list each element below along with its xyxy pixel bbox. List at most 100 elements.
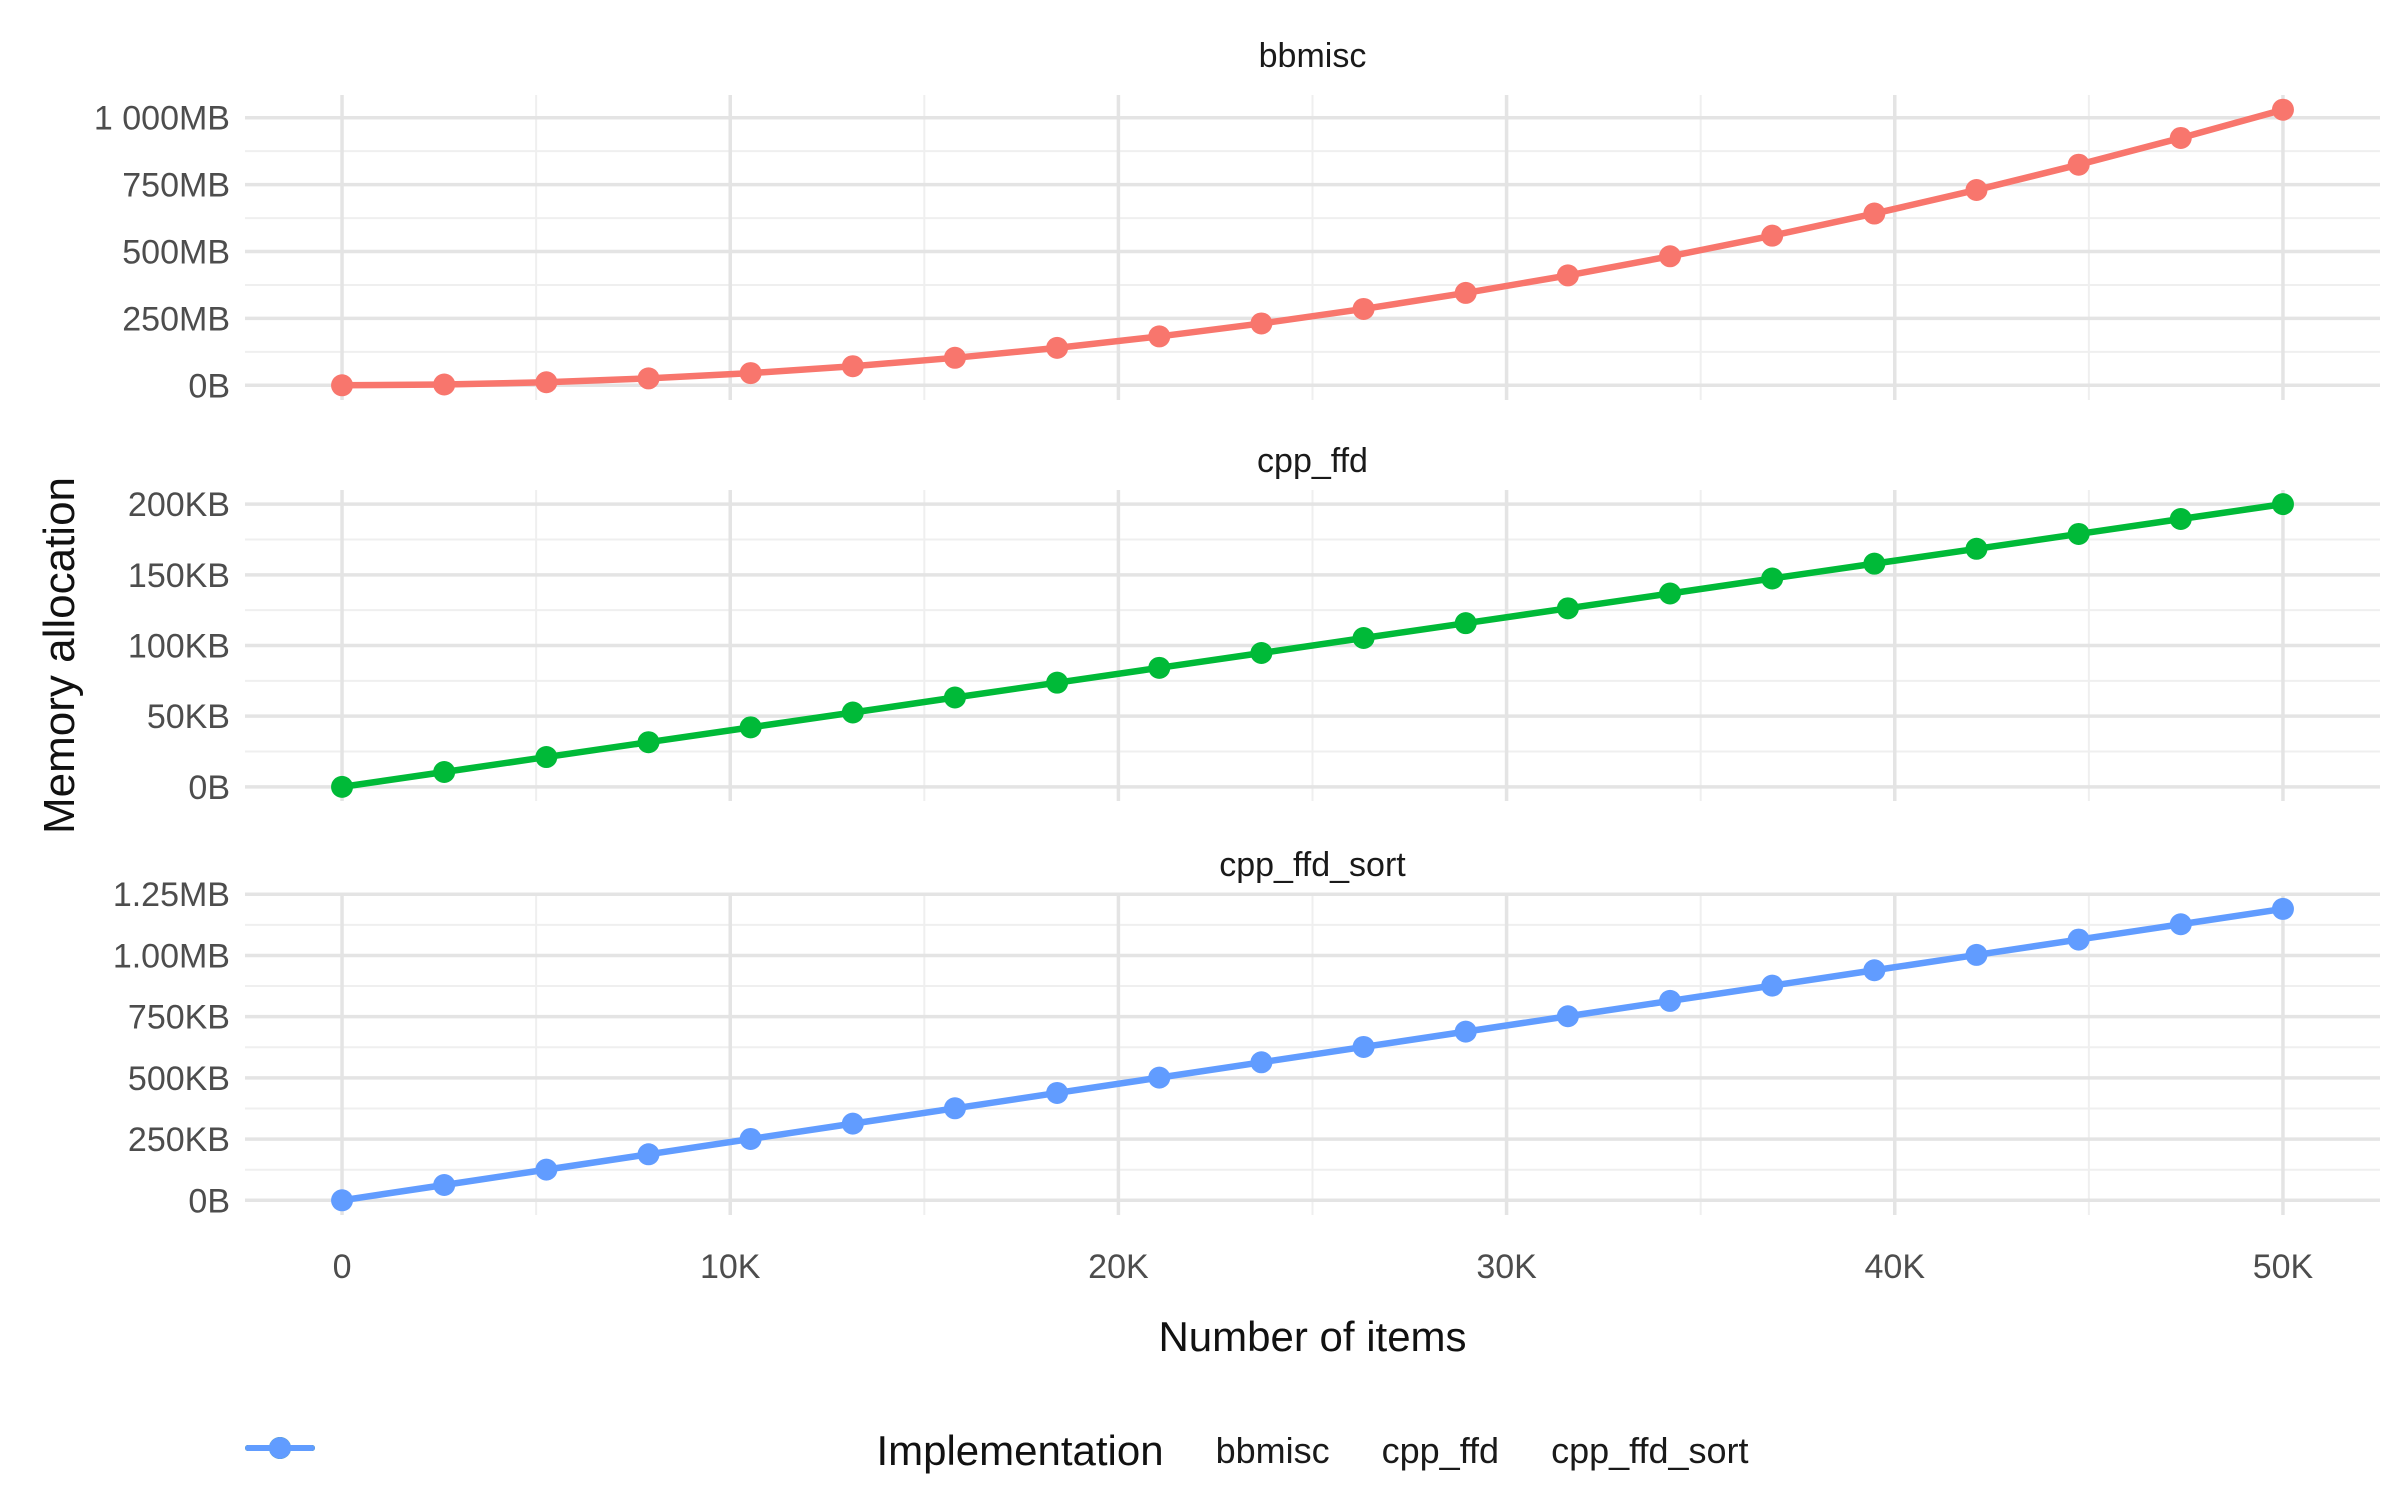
data-point-cpp_ffd bbox=[739, 716, 762, 739]
series-line-cpp_ffd_sort bbox=[338, 905, 2287, 1204]
x-axis-title: Number of items bbox=[1158, 1313, 1467, 1360]
legend-item-cpp_ffd: cpp_ffd bbox=[245, 1430, 1500, 1471]
legend-item-label: cpp_ffd bbox=[1381, 1430, 1500, 1471]
data-point-bbmisc bbox=[841, 355, 864, 378]
data-point-bbmisc bbox=[1659, 245, 1682, 268]
x-tick-label: 40K bbox=[1865, 1248, 1926, 1286]
data-point-cpp_ffd_sort bbox=[2271, 897, 2294, 920]
data-point-cpp_ffd_sort bbox=[1046, 1081, 1069, 1104]
facet-title-cpp-ffd-sort: cpp_ffd_sort bbox=[1219, 846, 1406, 884]
legend-items: bbmisc cpp_ffd cpp_ffd_sort bbox=[245, 1430, 1749, 1471]
legend-item-label: cpp_ffd_sort bbox=[1551, 1430, 1749, 1471]
data-point-cpp_ffd_sort bbox=[433, 1173, 456, 1196]
facet-title-cpp-ffd: cpp_ffd bbox=[1257, 442, 1368, 480]
data-point-bbmisc bbox=[1556, 264, 1579, 287]
y-tick-label: 0B bbox=[188, 1182, 230, 1220]
y-tick-label: 750KB bbox=[128, 999, 230, 1037]
data-point-cpp_ffd_sort bbox=[841, 1112, 864, 1135]
data-point-bbmisc bbox=[1454, 281, 1477, 304]
legend-title: Implementation bbox=[876, 1427, 1164, 1474]
data-point-cpp_ffd bbox=[2271, 493, 2294, 516]
data-point-bbmisc bbox=[1761, 224, 1784, 247]
data-point-cpp_ffd_sort bbox=[739, 1127, 762, 1150]
y-tick-label: 250KB bbox=[128, 1121, 230, 1159]
data-point-cpp_ffd bbox=[535, 746, 558, 769]
data-point-cpp_ffd bbox=[1250, 641, 1273, 664]
legend-item-bbmisc: bbmisc bbox=[245, 1430, 1330, 1471]
data-point-cpp_ffd bbox=[1863, 552, 1886, 575]
data-point-bbmisc bbox=[2169, 126, 2192, 149]
x-tick-label: 20K bbox=[1088, 1248, 1149, 1286]
y-tick-label: 150KB bbox=[128, 557, 230, 595]
data-point-bbmisc bbox=[433, 373, 456, 396]
data-point-bbmisc bbox=[1148, 325, 1171, 348]
data-point-cpp_ffd bbox=[433, 761, 456, 784]
legend-key-icon bbox=[245, 1437, 315, 1459]
data-point-cpp_ffd_sort bbox=[1250, 1051, 1273, 1074]
data-point-cpp_ffd_sort bbox=[1863, 959, 1886, 982]
y-axis-title: Memory allocation bbox=[35, 476, 84, 834]
data-point-bbmisc bbox=[1250, 312, 1273, 335]
y-tick-label: 500KB bbox=[128, 1060, 230, 1098]
data-point-bbmisc bbox=[637, 367, 660, 390]
data-point-cpp_ffd bbox=[1046, 671, 1069, 694]
series-line-cpp_ffd bbox=[338, 500, 2287, 791]
y-tick-label: 1.00MB bbox=[113, 937, 230, 975]
data-point-bbmisc bbox=[535, 371, 558, 394]
data-point-cpp_ffd_sort bbox=[637, 1143, 660, 1166]
x-tick-label: 50K bbox=[2253, 1248, 2314, 1286]
data-point-bbmisc bbox=[1965, 178, 1988, 201]
data-point-bbmisc bbox=[1352, 297, 1375, 320]
data-point-cpp_ffd bbox=[1352, 627, 1375, 650]
legend-item-label: bbmisc bbox=[1215, 1430, 1330, 1471]
data-point-cpp_ffd bbox=[841, 701, 864, 724]
x-tick-label: 10K bbox=[700, 1248, 761, 1286]
data-point-bbmisc bbox=[1046, 336, 1069, 359]
data-point-cpp_ffd_sort bbox=[535, 1158, 558, 1181]
data-point-cpp_ffd bbox=[1454, 612, 1477, 635]
data-point-bbmisc bbox=[1863, 202, 1886, 225]
data-point-cpp_ffd bbox=[943, 686, 966, 709]
data-point-cpp_ffd bbox=[1761, 567, 1784, 590]
data-point-cpp_ffd_sort bbox=[1556, 1005, 1579, 1028]
y-tick-label: 1 000MB bbox=[94, 100, 230, 138]
y-tick-label: 500MB bbox=[122, 234, 230, 272]
legend: Implementation bbmisc cpp_ffd cpp_ffd_sort bbox=[245, 1430, 2380, 1472]
data-point-cpp_ffd_sort bbox=[1148, 1066, 1171, 1089]
y-tick-label: 0B bbox=[188, 769, 230, 807]
data-point-cpp_ffd_sort bbox=[2067, 928, 2090, 951]
x-tick-label: 0 bbox=[333, 1248, 352, 1286]
data-point-bbmisc bbox=[2271, 98, 2294, 121]
data-point-cpp_ffd_sort bbox=[1352, 1035, 1375, 1058]
facet-panel-cpp_ffd: 0B 50KB 100KB 150KB 200KB bbox=[128, 486, 2380, 807]
data-point-cpp_ffd bbox=[1148, 656, 1171, 679]
facet-title-bbmisc: bbmisc bbox=[1258, 37, 1367, 75]
y-tick-label: 50KB bbox=[147, 698, 230, 736]
y-tick-label: 750MB bbox=[122, 167, 230, 205]
data-point-cpp_ffd_sort bbox=[1454, 1020, 1477, 1043]
y-tick-label: 250MB bbox=[122, 300, 230, 338]
data-point-cpp_ffd_sort bbox=[1761, 974, 1784, 997]
data-point-cpp_ffd bbox=[2067, 522, 2090, 545]
legend-item-cpp_ffd_sort: cpp_ffd_sort bbox=[245, 1430, 1749, 1471]
legend-key-dot bbox=[269, 1437, 291, 1459]
data-point-bbmisc bbox=[331, 374, 354, 397]
data-point-cpp_ffd bbox=[637, 731, 660, 754]
y-tick-label: 1.25MB bbox=[113, 876, 230, 914]
y-tick-label: 0B bbox=[188, 367, 230, 405]
y-tick-label: 100KB bbox=[128, 628, 230, 666]
data-point-bbmisc bbox=[943, 346, 966, 369]
data-point-cpp_ffd bbox=[331, 775, 354, 798]
series-line-bbmisc bbox=[338, 106, 2287, 389]
data-point-cpp_ffd bbox=[1556, 597, 1579, 620]
data-point-cpp_ffd bbox=[2169, 507, 2192, 530]
data-point-cpp_ffd_sort bbox=[943, 1097, 966, 1120]
data-point-cpp_ffd_sort bbox=[2169, 913, 2192, 936]
data-point-cpp_ffd_sort bbox=[1659, 989, 1682, 1012]
x-tick-label: 30K bbox=[1476, 1248, 1537, 1286]
data-point-cpp_ffd_sort bbox=[331, 1189, 354, 1212]
data-point-cpp_ffd bbox=[1659, 582, 1682, 605]
facet-panel-cpp_ffd_sort: 0B 250KB 500KB 750KB 1.00MB 1.25MB bbox=[113, 876, 2380, 1220]
